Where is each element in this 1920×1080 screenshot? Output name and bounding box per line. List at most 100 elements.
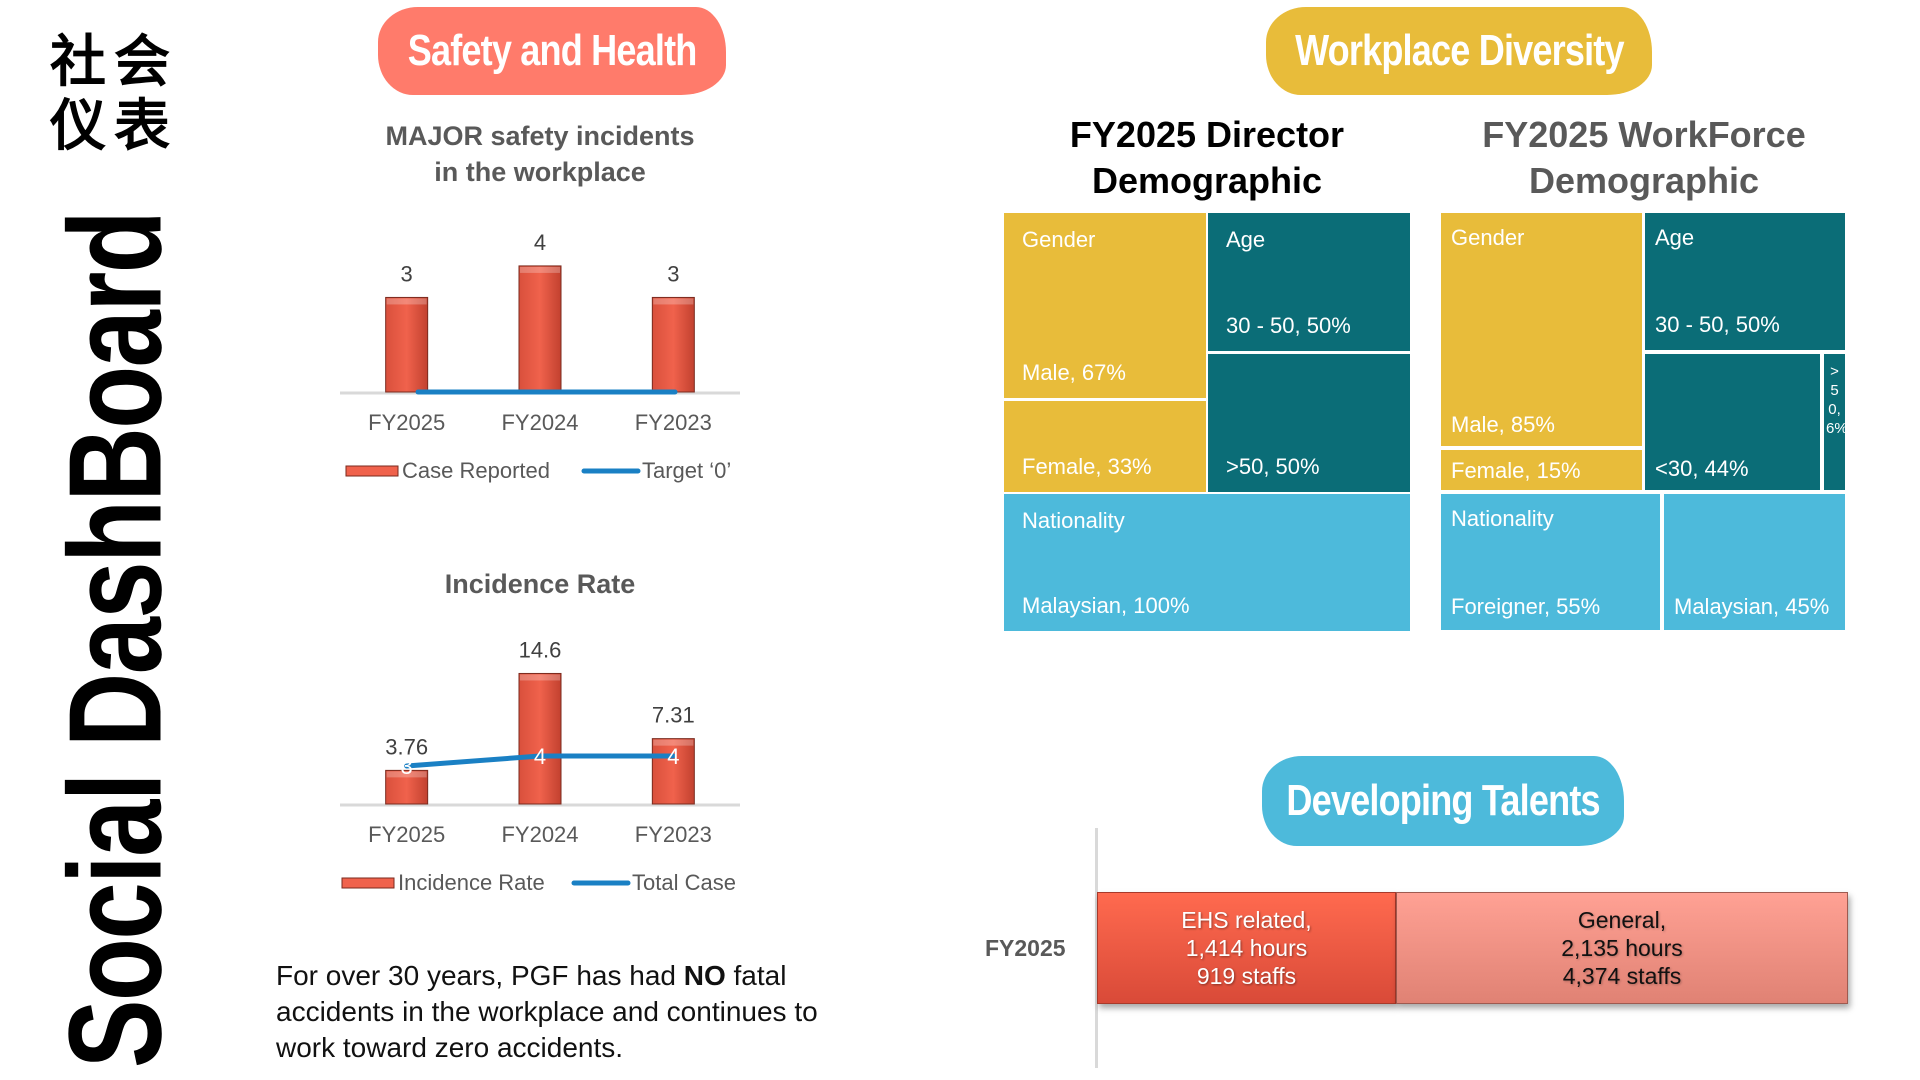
dashboard-title: Social DashBoard (40, 200, 190, 1080)
incidents-chart: 3 4 3 FY2025 FY2024 FY2023 Case Reported Target… (340, 230, 740, 483)
bar-value-label: 14.6 (519, 637, 562, 662)
legend-line-label: Total Case (632, 870, 736, 895)
tile-director-male: Gender Male, 67% (1004, 213, 1206, 398)
workplace-diversity-label: Workplace Diversity (1294, 26, 1624, 75)
bar-highlight (386, 771, 427, 778)
workforce-title-line1: FY2025 WorkForce (1482, 114, 1806, 155)
bar-FY2024 (518, 265, 562, 393)
incidents-title-line1: MAJOR safety incidents (385, 121, 695, 151)
bar-value-label: 3 (667, 261, 679, 286)
bar-value-label: 3.76 (385, 734, 428, 759)
legend-line-label: Target ‘0’ (642, 458, 731, 483)
general-label-line1: General, (1577, 907, 1667, 933)
safety-health-badge: Safety and Health (378, 7, 726, 95)
incidents-chart-title: MAJOR safety incidents in the workplace (330, 118, 750, 190)
series-line-total-case (404, 753, 676, 769)
note-text-before: For over 30 years, PGF has had (276, 960, 684, 991)
bar-FY2025 (385, 769, 429, 805)
bar-highlight (653, 298, 694, 305)
bar-highlight (520, 674, 560, 681)
talents-axis-line (1095, 828, 1098, 1068)
tile-label: 30 - 50, 50% (1655, 312, 1780, 337)
tile-group-label: Nationality (1022, 508, 1125, 533)
x-tick-label: FY2023 (635, 410, 712, 435)
tile-workforce-foreigner: Nationality Foreigner, 55% (1441, 494, 1660, 630)
line-value-label: 4 (667, 744, 679, 769)
tile-director-age-over-50: >50, 50% (1208, 354, 1410, 492)
bar-FY2023 (651, 738, 695, 805)
talents-category-label: FY2025 (985, 935, 1066, 961)
x-tick-label: FY2024 (501, 410, 578, 435)
bar-FY2024 (518, 672, 562, 805)
tile-workforce-age-30-50: Age 30 - 50, 50% (1645, 213, 1845, 350)
director-title-line1: FY2025 Director (1069, 114, 1345, 155)
bar-value-label: 7.31 (652, 703, 695, 728)
ehs-label-staffs: 919 staffs (1196, 963, 1297, 989)
talents-bar-general: General, 2,135 hours 4,374 staffs (1396, 892, 1848, 1004)
developing-talents-label: Developing Talents (1286, 776, 1600, 825)
incidents-title-line2: in the workplace (434, 157, 646, 187)
line-value-label: 3 (401, 754, 413, 779)
bar-highlight (386, 298, 427, 305)
general-label-staffs: 4,374 staffs (1562, 963, 1682, 989)
legend: Incidence Rate Total Case (341, 870, 736, 895)
tile-workforce-male: Gender Male, 85% (1441, 213, 1642, 446)
workplace-diversity-badge: Workplace Diversity (1266, 7, 1652, 95)
tile-label: <30, 44% (1655, 456, 1749, 481)
tile-label: Malaysian, 45% (1674, 594, 1830, 619)
tile-label: Male, 67% (1022, 360, 1126, 385)
x-tick-label: FY2025 (368, 822, 445, 847)
tile-label: Male, 85% (1451, 412, 1555, 437)
x-tick-label: FY2025 (368, 410, 445, 435)
chinese-title: 社会 仪表 (50, 30, 200, 158)
bar-highlight (653, 739, 694, 746)
tile-label: Foreigner, 55% (1451, 594, 1601, 619)
tile-director-age-30-50: Age 30 - 50, 50% (1208, 213, 1410, 351)
ehs-label-line1: EHS related, (1181, 907, 1312, 933)
tile-group-label: Gender (1451, 225, 1525, 250)
tile-label: Malaysian, 100% (1022, 593, 1190, 618)
safety-health-label: Safety and Health (407, 26, 698, 75)
tile-director-female: Female, 33% (1004, 401, 1206, 492)
bar-value-label: 4 (534, 230, 546, 255)
director-title-line2: Demographic (1091, 160, 1323, 201)
director-demographic-title: FY2025 Director Demographic (1004, 112, 1410, 204)
x-tick-label: FY2024 (501, 822, 578, 847)
tile-label: 30 - 50, 50% (1226, 313, 1351, 338)
workforce-demographic-title: FY2025 WorkForce Demographic (1441, 112, 1847, 204)
tile-group-label: Age (1655, 225, 1695, 250)
tile-group-label: Nationality (1451, 506, 1554, 531)
ehs-label-hours: 1,414 hours (1185, 935, 1308, 961)
dashboard-title-text: Social DashBoard (41, 211, 189, 1069)
legend-bar-swatch (345, 465, 399, 477)
tile-workforce-female: Female, 15% (1441, 450, 1642, 490)
tile-workforce-age-under-30: <30, 44% (1645, 354, 1820, 490)
general-label-hours: 2,135 hours (1561, 935, 1683, 961)
workforce-title-line2: Demographic (1528, 160, 1760, 201)
tile-workforce-age-over-50: >50, 6% (1824, 354, 1848, 490)
legend: Case Reported Target ‘0’ (345, 458, 731, 483)
line-value-label: 4 (534, 744, 546, 769)
bar-FY2023 (651, 296, 695, 393)
note-bold: NO (683, 960, 726, 991)
safety-note: For over 30 years, PGF has had NO fatal … (276, 958, 846, 1066)
legend-bar-label: Case Reported (402, 458, 550, 483)
tile-group-label: Gender (1022, 227, 1096, 252)
bar-highlight (520, 266, 560, 273)
note-text-after: fatal accidents in the workplace and con… (276, 960, 818, 1063)
incidence-rate-chart-title: Incidence Rate (330, 566, 750, 602)
incidence-rate-title: Incidence Rate (444, 569, 636, 599)
bar-value-label: 3 (401, 261, 413, 286)
x-tick-label: FY2023 (635, 822, 712, 847)
tile-label: >50, 50% (1226, 454, 1320, 479)
developing-talents-badge: Developing Talents (1262, 756, 1624, 846)
tile-director-malaysian: Nationality Malaysian, 100% (1004, 494, 1410, 631)
legend-bar-swatch (341, 877, 395, 889)
chinese-title-line1: 社会 (50, 29, 178, 95)
tile-label: >50, 6% (1826, 363, 1848, 437)
incidence-rate-chart: 3.76 14.6 7.31 3 4 4 FY2025 FY2024 FY2023 Inciden… (340, 637, 740, 895)
tile-group-label: Age (1226, 227, 1266, 252)
tile-label: Female, 33% (1022, 454, 1152, 479)
talents-bar-ehs: EHS related, 1,414 hours 919 staffs (1097, 892, 1396, 1004)
chinese-title-line2: 仪表 (50, 93, 178, 159)
